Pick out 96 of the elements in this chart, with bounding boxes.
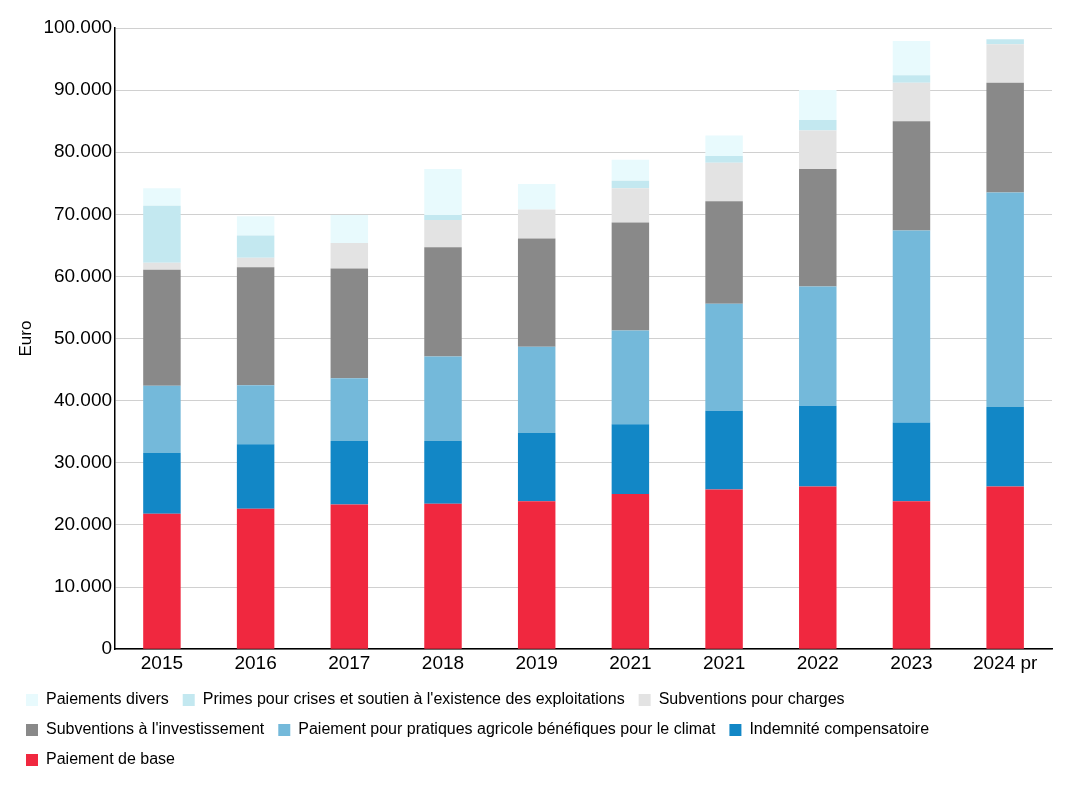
bar	[424, 503, 462, 649]
bar	[236, 508, 275, 649]
x-tick-label: 2017	[328, 651, 371, 673]
bar	[986, 486, 1024, 649]
bar	[611, 493, 650, 649]
y-tick-label: 50.000	[53, 326, 113, 348]
bar	[424, 169, 462, 215]
legend-label: Paiement pour pratiques agricole bénéfiques pour le climat	[298, 720, 716, 738]
bar	[705, 410, 743, 490]
bar	[236, 444, 275, 509]
legend-label: Subventions à l'investissement	[46, 720, 265, 738]
y-tick-label: 90.000	[53, 78, 113, 100]
bar	[330, 214, 369, 243]
bar	[611, 330, 650, 425]
bar	[517, 238, 556, 347]
bar	[705, 155, 743, 163]
bar	[799, 130, 837, 170]
y-tick-label: 40.000	[53, 388, 113, 410]
bar	[799, 405, 837, 487]
bar	[424, 247, 462, 357]
x-tick-label: 2023	[890, 651, 933, 673]
bar	[799, 90, 837, 120]
x-tick-label: 2022	[796, 651, 839, 673]
bar	[330, 268, 369, 379]
legend-label: Paiement de base	[46, 750, 176, 768]
x-tick-label: 2019	[515, 651, 558, 673]
y-tick-label: 20.000	[53, 513, 113, 535]
bar	[517, 433, 556, 502]
bar	[892, 41, 931, 76]
bar	[143, 269, 181, 386]
x-tick-label: 2024 pr	[972, 651, 1039, 673]
bar	[424, 214, 462, 220]
bar	[611, 424, 650, 494]
bar	[799, 169, 837, 287]
bar	[986, 82, 1024, 193]
bar	[611, 159, 650, 181]
bar	[705, 303, 743, 411]
bar	[705, 201, 743, 304]
x-tick-label: 2015	[140, 651, 184, 673]
bar	[705, 135, 743, 156]
bar	[330, 441, 369, 505]
bar	[986, 406, 1024, 487]
bar	[892, 501, 931, 649]
bar	[892, 422, 931, 502]
bar	[799, 119, 837, 131]
bar	[611, 188, 650, 223]
bar	[236, 385, 275, 445]
bar	[517, 209, 556, 239]
bar	[143, 385, 181, 453]
bar	[143, 262, 181, 270]
bar	[986, 39, 1024, 45]
bar	[986, 44, 1024, 83]
y-tick-label: 10.000	[53, 575, 113, 597]
bar	[517, 183, 556, 210]
bar	[330, 504, 369, 649]
y-tick-label: 0	[101, 637, 113, 659]
bar	[986, 192, 1024, 407]
y-tick-label: 80.000	[53, 140, 113, 162]
bar	[705, 162, 743, 202]
bar	[799, 486, 837, 649]
y-axis-title: Euro	[15, 320, 35, 357]
x-tick-label: 2016	[234, 651, 277, 673]
bar	[424, 441, 462, 504]
bar	[611, 180, 650, 189]
x-tick-label: 2018	[421, 651, 465, 673]
bar	[892, 121, 931, 231]
bar	[611, 222, 650, 331]
y-tick-label: 70.000	[53, 202, 113, 224]
y-tick-label: 60.000	[53, 264, 113, 286]
bar	[424, 356, 462, 442]
y-tick-label: 100.000	[43, 16, 113, 38]
legend-label: Paiements divers	[46, 690, 169, 708]
bar	[330, 242, 369, 269]
bar	[892, 230, 931, 423]
bar	[143, 452, 181, 514]
bar	[236, 216, 275, 236]
x-tick-label: 2021	[702, 651, 746, 673]
bar	[330, 378, 369, 442]
bar	[143, 513, 181, 649]
bar	[236, 257, 275, 268]
bar	[424, 219, 462, 248]
bar	[517, 346, 556, 434]
bar	[892, 75, 931, 83]
bar	[517, 501, 556, 649]
x-tick-label: 2021	[609, 651, 652, 673]
legend-label: Primes pour crises et soutien à l'existence des exploitations	[202, 690, 625, 708]
bar	[236, 235, 275, 258]
legend-label: Subventions pour charges	[658, 690, 845, 708]
bar	[143, 205, 181, 263]
bar	[799, 286, 837, 406]
bar	[143, 188, 181, 206]
bar	[705, 489, 743, 649]
y-tick-label: 30.000	[53, 451, 113, 473]
bar	[236, 267, 275, 386]
bar	[892, 82, 931, 122]
legend-label: Indemnité compensatoire	[749, 720, 930, 738]
